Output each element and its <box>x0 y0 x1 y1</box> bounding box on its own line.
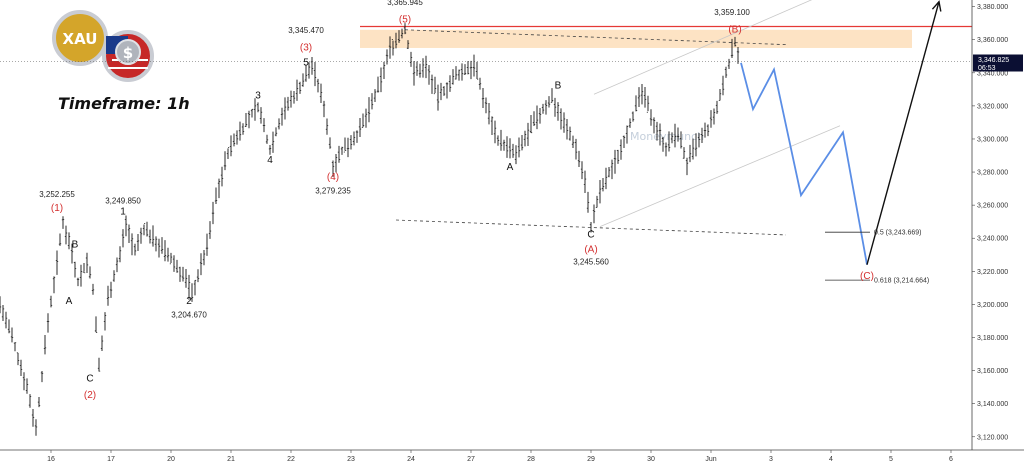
x-tick-label: 29 <box>587 456 595 463</box>
y-tick-label: 3,360.000 <box>977 37 1008 44</box>
wave-label: 2 <box>186 296 192 307</box>
fib-level-label: 0.618 (3,214.664) <box>874 278 929 285</box>
watermark: Moneymunch <box>630 130 704 143</box>
dollar-badge-icon <box>115 39 141 65</box>
supply-zone <box>360 29 912 48</box>
price-annotation: 3,345.470 <box>288 26 324 35</box>
y-tick-label: 3,200.000 <box>977 302 1008 309</box>
x-tick-label: 27 <box>467 456 475 463</box>
wave-label: (1) <box>51 203 63 214</box>
y-tick-label: 3,300.000 <box>977 136 1008 143</box>
x-tick-label: 21 <box>227 456 235 463</box>
current-price-value: 3,346.825 <box>978 57 1009 64</box>
x-tick-label: 3 <box>769 456 773 463</box>
channel-lower-line <box>599 125 841 228</box>
channel-upper-line <box>593 0 813 95</box>
x-tick-label: 30 <box>647 456 655 463</box>
y-tick-label: 3,220.000 <box>977 269 1008 276</box>
dashed-trendline-1 <box>395 219 787 236</box>
y-tick-label: 3,160.000 <box>977 368 1008 375</box>
wave-label: A <box>507 162 514 173</box>
x-tick-label: 23 <box>347 456 355 463</box>
x-tick-label: 5 <box>889 456 893 463</box>
projection-path <box>740 62 868 265</box>
wave-label: (A) <box>584 245 597 256</box>
x-tick-label: 4 <box>829 456 833 463</box>
price-annotation: 3,204.670 <box>171 311 207 320</box>
x-tick-label: 17 <box>107 456 115 463</box>
wave-label: C <box>587 230 594 241</box>
y-tick-label: 3,380.000 <box>977 4 1008 11</box>
wave-label: (5) <box>399 14 411 25</box>
fib-level-label: 0.5 (3,243.669) <box>874 230 921 237</box>
currency-glyph: $ <box>123 44 133 62</box>
current-price-badge <box>973 54 1023 72</box>
wave-label: (B) <box>728 24 741 35</box>
y-tick-label: 3,280.000 <box>977 170 1008 177</box>
xau-usd-logo: XAU $ <box>52 10 154 82</box>
y-tick-label: 3,240.000 <box>977 236 1008 243</box>
wave-label: (4) <box>327 172 339 183</box>
price-annotation: 3,359.100 <box>714 8 750 17</box>
price-annotation: 3,252.255 <box>39 190 75 199</box>
bullish-target-arrow <box>866 1 940 265</box>
y-tick-label: 3,180.000 <box>977 335 1008 342</box>
x-tick-label: 24 <box>407 456 415 463</box>
price-annotation: 3,365.945 <box>387 0 423 7</box>
arrow-head-icon <box>931 0 942 12</box>
price-annotation: 3,249.850 <box>105 196 141 205</box>
wave-label: 1 <box>120 206 126 217</box>
x-tick-label: 20 <box>167 456 175 463</box>
wave-label: B <box>72 239 79 250</box>
wave-label: 3 <box>255 91 261 102</box>
wave-label: 5 <box>303 57 309 68</box>
logo-symbol: XAU <box>63 30 98 48</box>
wave-label: (3) <box>300 43 312 54</box>
y-tick-label: 3,260.000 <box>977 203 1008 210</box>
wave-label: 4 <box>267 155 273 166</box>
wave-label: C <box>86 374 93 385</box>
wave-label: A <box>66 296 73 307</box>
x-tick-label: 6 <box>949 456 953 463</box>
price-annotation: 3,245.560 <box>573 258 609 267</box>
price-annotation: 3,279.235 <box>315 187 351 196</box>
current-price-time: 06:53 <box>978 65 996 72</box>
wave-label: (2) <box>84 390 96 401</box>
y-tick-label: 3,140.000 <box>977 401 1008 408</box>
x-tick-label: 28 <box>527 456 535 463</box>
timeframe-label: Timeframe: 1h <box>58 94 190 113</box>
x-tick-label: Jun <box>705 456 716 463</box>
y-tick-label: 3,340.000 <box>977 70 1008 77</box>
x-tick-label: 16 <box>47 456 55 463</box>
y-tick-label: 3,320.000 <box>977 103 1008 110</box>
y-tick-label: 3,120.000 <box>977 434 1008 441</box>
wave-label: (C) <box>860 271 874 282</box>
x-tick-label: 22 <box>287 456 295 463</box>
wave-label: B <box>555 81 562 92</box>
